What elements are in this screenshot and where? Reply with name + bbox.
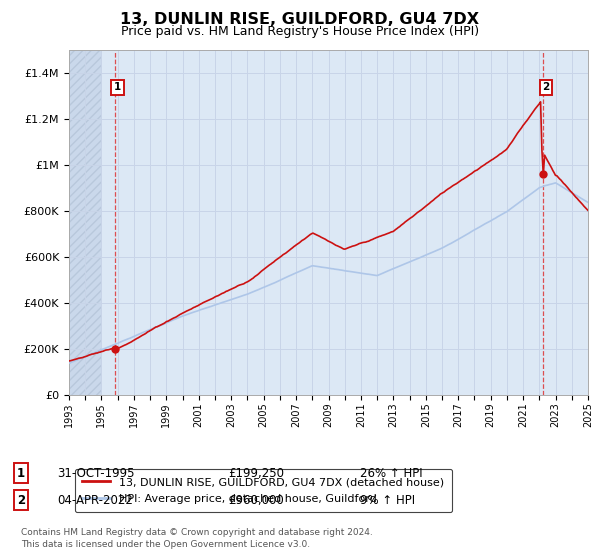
Text: 2: 2 (17, 493, 25, 507)
Legend: 13, DUNLIN RISE, GUILDFORD, GU4 7DX (detached house), HPI: Average price, detach: 13, DUNLIN RISE, GUILDFORD, GU4 7DX (det… (74, 469, 452, 512)
Text: 9% ↑ HPI: 9% ↑ HPI (360, 493, 415, 507)
Text: 13, DUNLIN RISE, GUILDFORD, GU4 7DX: 13, DUNLIN RISE, GUILDFORD, GU4 7DX (121, 12, 479, 27)
Text: 04-APR-2022: 04-APR-2022 (57, 493, 133, 507)
Text: Contains HM Land Registry data © Crown copyright and database right 2024.
This d: Contains HM Land Registry data © Crown c… (21, 528, 373, 549)
Text: £199,250: £199,250 (228, 466, 284, 480)
Text: Price paid vs. HM Land Registry's House Price Index (HPI): Price paid vs. HM Land Registry's House … (121, 25, 479, 38)
Text: £960,000: £960,000 (228, 493, 284, 507)
Text: 1: 1 (17, 466, 25, 480)
Text: 31-OCT-1995: 31-OCT-1995 (57, 466, 134, 480)
Text: 2: 2 (542, 82, 550, 92)
Text: 26% ↑ HPI: 26% ↑ HPI (360, 466, 422, 480)
Text: 1: 1 (114, 82, 121, 92)
